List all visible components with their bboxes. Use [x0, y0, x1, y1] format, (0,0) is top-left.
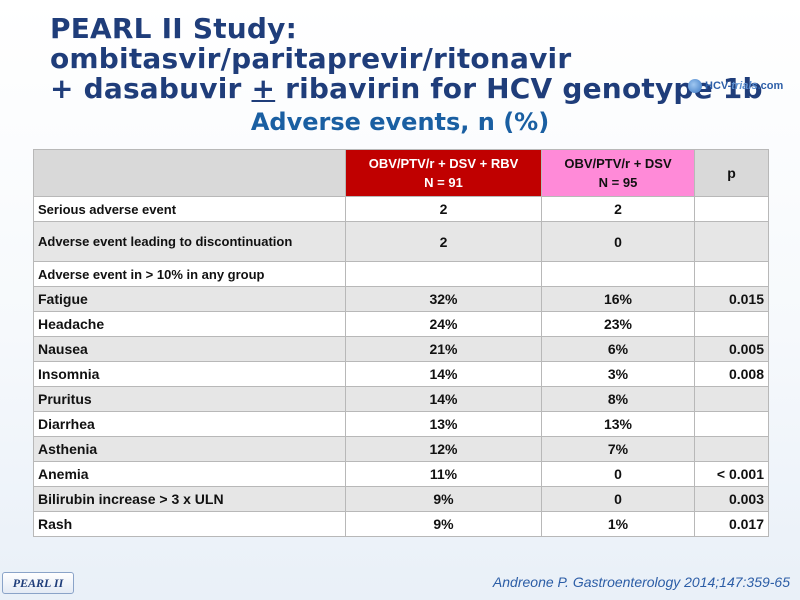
cell-rbv: 13% — [345, 411, 542, 437]
logo-text: HCV-trials.com — [705, 80, 784, 92]
header-empty-cell — [33, 149, 346, 197]
cell-rbv: 2 — [345, 196, 542, 222]
cell-rbv: 24% — [345, 311, 542, 337]
row-label: Adverse event in > 10% in any group — [33, 261, 346, 287]
cell-p: 0.017 — [694, 511, 769, 537]
cell-rbv: 12% — [345, 436, 542, 462]
cell-rbv: 11% — [345, 461, 542, 487]
title-line-2: + dasabuvir + ribavirin for HCV genotype… — [50, 74, 780, 104]
title-line-2-suffix: ribavirin for HCV genotype 1b — [275, 72, 763, 105]
row-label: Asthenia — [33, 436, 346, 462]
logo-globe-icon — [688, 79, 702, 93]
cell-p: 0.003 — [694, 486, 769, 512]
cell-p: < 0.001 — [694, 461, 769, 487]
cell-dsv: 3% — [541, 361, 695, 387]
title-line-1: PEARL II Study: ombitasvir/paritaprevir/… — [50, 12, 572, 75]
table-row: Adverse event in > 10% in any group — [33, 261, 769, 287]
cell-dsv: 16% — [541, 286, 695, 312]
cell-rbv: 32% — [345, 286, 542, 312]
table-header-row: OBV/PTV/r + DSV + RBV N = 91 OBV/PTV/r +… — [33, 149, 769, 197]
cell-dsv: 0 — [541, 486, 695, 512]
cell-rbv: 2 — [345, 221, 542, 262]
table-row: Serious adverse event 2 2 — [33, 196, 769, 222]
pearl-ii-badge: PEARL II — [2, 572, 74, 594]
table-subtitle: Adverse events, n (%) — [250, 108, 550, 136]
row-label: Rash — [33, 511, 346, 537]
row-label: Headache — [33, 311, 346, 337]
slide-title: PEARL II Study: ombitasvir/paritaprevir/… — [50, 14, 780, 104]
header-rbv-regimen: OBV/PTV/r + DSV + RBV — [368, 156, 519, 171]
title-line-2-prefix: + dasabuvir — [50, 72, 252, 105]
header-dsv-regimen: OBV/PTV/r + DSV — [564, 156, 672, 171]
row-label: Pruritus — [33, 386, 346, 412]
cell-rbv — [345, 261, 542, 287]
row-label: Adverse event leading to discontinuation — [33, 221, 346, 262]
row-label: Diarrhea — [33, 411, 346, 437]
cell-dsv: 1% — [541, 511, 695, 537]
cell-p — [694, 436, 769, 462]
cell-dsv: 0 — [541, 461, 695, 487]
table-row: Insomnia 14% 3% 0.008 — [33, 361, 769, 387]
table-row: Diarrhea 13% 13% — [33, 411, 769, 437]
table-row: Anemia 11% 0 < 0.001 — [33, 461, 769, 487]
cell-p — [694, 411, 769, 437]
cell-p: 0.008 — [694, 361, 769, 387]
cell-p: 0.005 — [694, 336, 769, 362]
cell-dsv: 0 — [541, 221, 695, 262]
header-rbv-arm: OBV/PTV/r + DSV + RBV N = 91 — [345, 149, 542, 197]
cell-rbv: 14% — [345, 361, 542, 387]
cell-dsv: 23% — [541, 311, 695, 337]
table-row: Bilirubin increase > 3 x ULN 9% 0 0.003 — [33, 486, 769, 512]
hcv-trials-logo: HCV-trials.com — [688, 76, 792, 96]
cell-rbv: 14% — [345, 386, 542, 412]
row-label: Bilirubin increase > 3 x ULN — [33, 486, 346, 512]
header-dsv-n: N = 95 — [598, 175, 638, 190]
cell-p — [694, 261, 769, 287]
citation-reference: Andreone P. Gastroenterology 2014;147:35… — [492, 574, 790, 590]
cell-dsv: 7% — [541, 436, 695, 462]
table-row: Headache 24% 23% — [33, 311, 769, 337]
table-row: Nausea 21% 6% 0.005 — [33, 336, 769, 362]
table-row: Pruritus 14% 8% — [33, 386, 769, 412]
row-label: Anemia — [33, 461, 346, 487]
cell-rbv: 21% — [345, 336, 542, 362]
header-rbv-n: N = 91 — [424, 175, 463, 190]
cell-dsv: 6% — [541, 336, 695, 362]
cell-p — [694, 386, 769, 412]
row-label: Nausea — [33, 336, 346, 362]
cell-p — [694, 311, 769, 337]
cell-rbv: 9% — [345, 486, 542, 512]
row-label: Serious adverse event — [33, 196, 346, 222]
cell-p — [694, 221, 769, 262]
cell-dsv: 2 — [541, 196, 695, 222]
table-row: Fatigue 32% 16% 0.015 — [33, 286, 769, 312]
header-p-value: p — [694, 149, 769, 197]
adverse-events-table: OBV/PTV/r + DSV + RBV N = 91 OBV/PTV/r +… — [33, 149, 769, 537]
table-row: Adverse event leading to discontinuation… — [33, 221, 769, 262]
cell-rbv: 9% — [345, 511, 542, 537]
cell-dsv: 13% — [541, 411, 695, 437]
table-row: Rash 9% 1% 0.017 — [33, 511, 769, 537]
cell-p — [694, 196, 769, 222]
cell-dsv — [541, 261, 695, 287]
header-dsv-arm: OBV/PTV/r + DSV N = 95 — [541, 149, 695, 197]
row-label: Insomnia — [33, 361, 346, 387]
title-plus-minus: + — [251, 72, 276, 105]
cell-p: 0.015 — [694, 286, 769, 312]
cell-dsv: 8% — [541, 386, 695, 412]
table-row: Asthenia 12% 7% — [33, 436, 769, 462]
row-label: Fatigue — [33, 286, 346, 312]
